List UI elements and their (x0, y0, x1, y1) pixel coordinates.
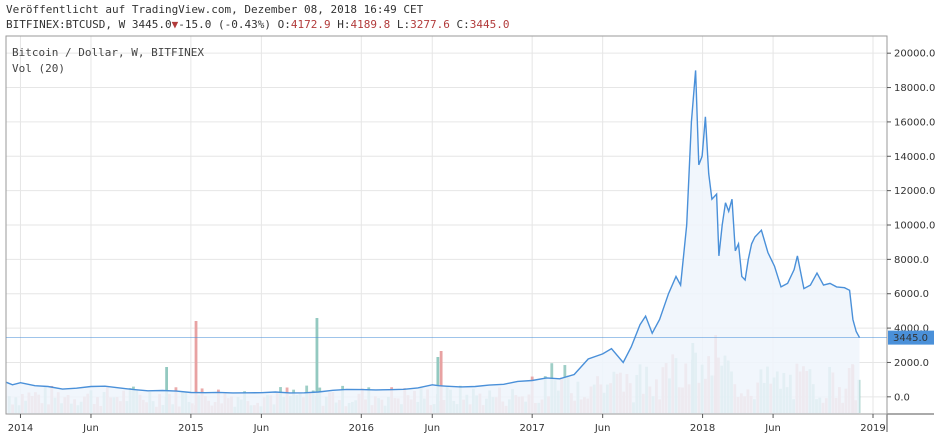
published-line: Veröffentlicht auf TradingView.com, Deze… (6, 3, 423, 16)
current-price-badge-text: 3445.0 (893, 333, 928, 344)
x-tick-label: Jun (253, 423, 270, 434)
x-tick-label: Jun (423, 423, 440, 434)
interval-label: W (118, 18, 126, 31)
y-tick-label: 12000.0 (894, 186, 935, 197)
y-tick-label: 6000.0 (894, 289, 929, 300)
x-tick-label: Jun (82, 423, 99, 434)
chart-title: Bitcoin / Dollar, W, BITFINEX (12, 46, 204, 59)
y-tick-label: 18000.0 (894, 83, 935, 94)
x-tick-label: 2014 (8, 423, 33, 434)
price-line (5, 70, 861, 394)
y-axis: 20000.0 18000.0 16000.0 14000.0 12000.0 10000… (887, 49, 935, 403)
x-tick-label: Jun (764, 423, 781, 434)
close-value: 3445.0 (469, 18, 510, 31)
y-tick-label: 2000.0 (894, 358, 929, 369)
volume-bar (194, 321, 198, 413)
volume-bar (315, 318, 319, 413)
y-tick-label: 16000.0 (894, 117, 935, 128)
high-label: H: (337, 18, 351, 31)
high-value: 4189.8 (350, 18, 391, 31)
open-label: O: (277, 18, 291, 31)
y-tick-label: 10000.0 (894, 221, 935, 232)
open-value: 4172.9 (290, 18, 331, 31)
change-percent: (-0.43%) (217, 18, 271, 31)
low-label: L: (396, 18, 411, 31)
x-tick-label: 2015 (178, 423, 203, 434)
change-value: -15.0 (178, 18, 212, 31)
symbol-label: BITFINEX:BTCUSD (6, 18, 106, 31)
x-axis: 2014 Jun 2015 Jun 2016 Jun 2017 Jun 2018 Jun 2019 (8, 414, 886, 434)
x-tick-label: 2016 (349, 423, 374, 434)
down-triangle-icon: ▼ (171, 18, 179, 31)
current-price-badge (888, 330, 934, 345)
x-tick-label: Jun (594, 423, 611, 434)
x-tick-label: 2018 (690, 423, 715, 434)
y-tick-label: 14000.0 (894, 152, 935, 163)
y-tick-label: 0.0 (894, 392, 910, 403)
y-tick-label: 4000.0 (894, 324, 929, 335)
x-tick-label: 2017 (519, 423, 544, 434)
y-tick-label: 8000.0 (894, 255, 929, 266)
price-area (6, 70, 860, 415)
indicator-label: Vol (20) (12, 62, 65, 75)
close-label: C: (456, 18, 470, 31)
volume-bar (439, 351, 443, 413)
ohlc-line: BITFINEX:BTCUSD, W 3445.0▼-15.0 (-0.43%)… (6, 18, 510, 31)
last-price: 3445.0 (131, 18, 172, 31)
y-tick-label: 20000.0 (894, 49, 935, 60)
published-text: Veröffentlicht auf TradingView.com, Deze… (6, 3, 424, 16)
low-value: 3277.6 (410, 18, 450, 31)
x-tick-label: 2019 (860, 423, 885, 434)
